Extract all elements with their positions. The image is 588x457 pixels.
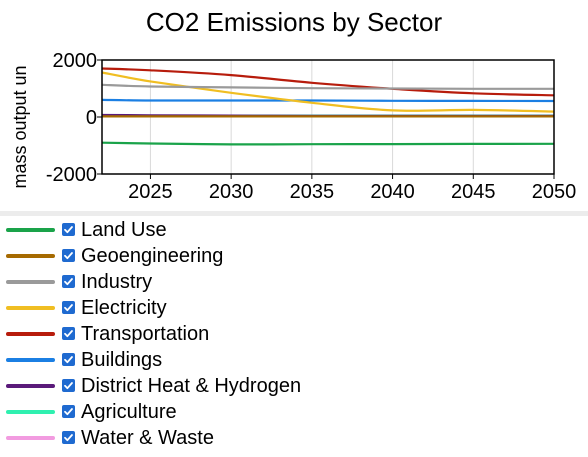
legend-divider [0,211,588,216]
chart-title: CO2 Emissions by Sector [0,6,588,38]
legend-item-transportation[interactable]: Transportation [0,321,400,347]
x-tick-label: 2040 [370,181,415,203]
checkmark-icon [62,301,75,314]
legend-checkbox[interactable] [62,431,75,444]
legend-item-industry[interactable]: Industry [0,269,400,295]
legend-item-land-use[interactable]: Land Use [0,217,400,243]
legend-swatch [6,358,55,362]
legend-label: Geoengineering [81,243,223,269]
checkmark-icon [62,405,75,418]
series-line-buildings [102,100,554,101]
legend-swatch [6,410,55,414]
series-line-transportation [102,69,554,96]
series-line-industry [102,85,554,89]
checkmark-icon [62,379,75,392]
legend-item-geoengineering[interactable]: Geoengineering [0,243,400,269]
legend-swatch [6,228,55,232]
legend-item-water-waste[interactable]: Water & Waste [0,425,400,451]
legend-swatch [6,306,55,310]
legend-label: Land Use [81,217,167,243]
legend-item-district-heat-hydrogen[interactable]: District Heat & Hydrogen [0,373,400,399]
checkmark-icon [62,353,75,366]
legend-swatch [6,384,55,388]
x-tick-label: 2050 [532,181,577,203]
x-tick-label: 2045 [451,181,496,203]
x-tick-label: 2035 [290,181,335,203]
y-tick-label: -2000 [46,164,97,186]
legend-swatch [6,436,55,440]
axis-ticks: 2025 2030 2035 2040 2045 2050 2000 0 -2000 [46,50,576,203]
y-tick-label: 2000 [53,50,98,72]
x-tick-label: 2025 [128,181,173,203]
checkmark-icon [62,327,75,340]
legend-checkbox[interactable] [62,327,75,340]
legend-item-buildings[interactable]: Buildings [0,347,400,373]
legend-label: Agriculture [81,399,177,425]
legend-label: District Heat & Hydrogen [81,373,301,399]
legend-checkbox[interactable] [62,275,75,288]
legend-swatch [6,280,55,284]
x-tick-label: 2030 [209,181,254,203]
y-axis-title: mass output un [10,65,30,188]
series-line-land-use [102,143,554,145]
legend-item-agriculture[interactable]: Agriculture [0,399,400,425]
legend-swatch [6,332,55,336]
legend-label: Industry [81,269,152,295]
legend-label: Water & Waste [81,425,214,451]
legend-label: Electricity [81,295,167,321]
legend-checkbox[interactable] [62,249,75,262]
legend-checkbox[interactable] [62,379,75,392]
checkmark-icon [62,431,75,444]
series-line-electricity [102,73,554,112]
legend-label: Transportation [81,321,209,347]
legend-checkbox[interactable] [62,405,75,418]
y-tick-label: 0 [86,107,97,129]
checkmark-icon [62,275,75,288]
checkmark-icon [62,249,75,262]
legend-checkbox[interactable] [62,353,75,366]
checkmark-icon [62,223,75,236]
legend-label: Buildings [81,347,162,373]
series-lines [102,69,554,145]
legend-checkbox[interactable] [62,301,75,314]
legend-checkbox[interactable] [62,223,75,236]
legend-swatch [6,254,55,258]
legend-item-electricity[interactable]: Electricity [0,295,400,321]
